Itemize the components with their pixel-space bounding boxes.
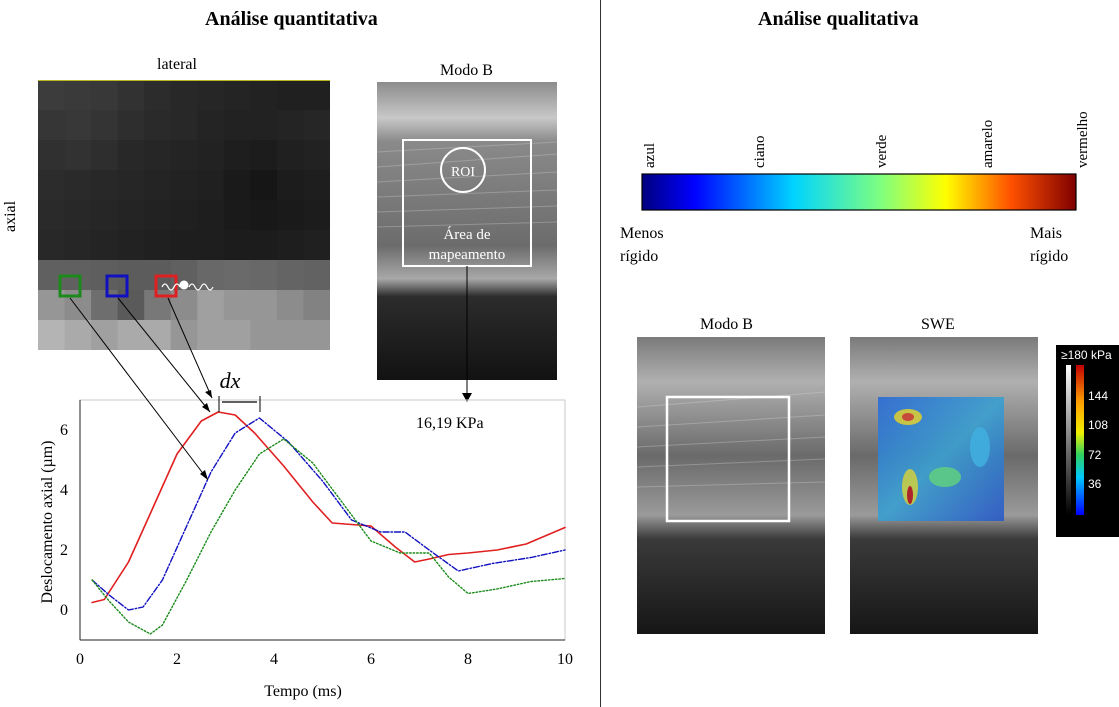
measurement-arrow [462, 378, 472, 402]
color-label-azul: azul [642, 143, 658, 168]
swe-tick-108: 108 [1088, 418, 1108, 432]
quantitative-title: Análise quantitativa [205, 8, 378, 30]
y-tick-label: 2 [60, 542, 68, 559]
less-stiff-line2: rígido [620, 248, 658, 265]
series-line-red [91, 411, 566, 604]
x-tick-label: 8 [464, 651, 472, 668]
y-tick-label: 0 [60, 602, 68, 619]
displacement-chart: 0 2 4 6 8 10 0 2 4 6 dx Tempo (ms) Deslocamento a… [39, 297, 573, 700]
color-label-vermelho: vermelho [1075, 111, 1091, 168]
x-tick-label: 2 [173, 651, 181, 668]
bmode-image-left: ROI Área de mapeamento [377, 82, 557, 380]
x-tick-label: 4 [270, 651, 278, 668]
tracking-arrows [69, 297, 213, 481]
dx-label: dx [220, 368, 241, 393]
roi-label: ROI [451, 165, 475, 180]
chart-xlabel: Tempo (ms) [264, 683, 342, 700]
color-label-amarelo: amarelo [980, 120, 996, 168]
swe-tick-72: 72 [1088, 448, 1102, 462]
y-tick-label: 4 [60, 482, 68, 499]
green-tracking-box [58, 274, 82, 298]
qualitative-title: Análise qualitativa [758, 8, 919, 30]
more-stiff-line2: rígido [1030, 248, 1068, 265]
chart-ylabel: Deslocamento axial (µm) [39, 441, 56, 604]
lateral-label: lateral [157, 56, 197, 73]
less-stiff-line1: Menos [620, 225, 664, 242]
series-line-green [91, 438, 566, 635]
x-tick-label: 6 [367, 651, 375, 668]
blue-tracking-box [105, 274, 129, 298]
swe-colorbar-max: ≥180 kPa [1061, 348, 1112, 362]
red-tracking-box [154, 274, 178, 298]
shear-wave-right-icon [188, 283, 214, 291]
bmode-title-left: Modo B [440, 62, 493, 79]
swe-tick-36: 36 [1088, 477, 1102, 491]
push-source-dot [179, 280, 189, 290]
x-tick-label: 0 [76, 651, 84, 668]
jet-colorbar [641, 173, 1077, 211]
y-tick-label: 6 [60, 422, 68, 439]
color-label-ciano: ciano [752, 136, 768, 168]
roi-circle [440, 147, 486, 193]
bmode-title-right: Modo B [700, 316, 753, 333]
x-tick-label: 10 [557, 651, 573, 668]
swe-colorbar: ≥180 kPa 144 108 72 36 [1056, 345, 1119, 537]
mapping-area-line2: mapeamento [429, 247, 506, 263]
swe-tick-144: 144 [1088, 389, 1108, 403]
stiffness-measurement: 16,19 KPa [416, 415, 484, 432]
series-line-blue [91, 417, 566, 611]
swe-image [850, 337, 1038, 634]
color-scale: azul ciano verde amarelo vermelho Menos … [620, 111, 1091, 265]
shear-wave-icon [161, 283, 181, 291]
chart-plot-frame [79, 399, 566, 641]
color-label-verde: verde [874, 134, 890, 168]
bmode-image-right [637, 337, 825, 634]
panel-divider [600, 0, 601, 707]
bmode-roi-box [665, 395, 791, 523]
more-stiff-line1: Mais [1030, 225, 1062, 242]
swe-title: SWE [921, 316, 955, 333]
mapping-area-line1: Área de [443, 226, 490, 243]
